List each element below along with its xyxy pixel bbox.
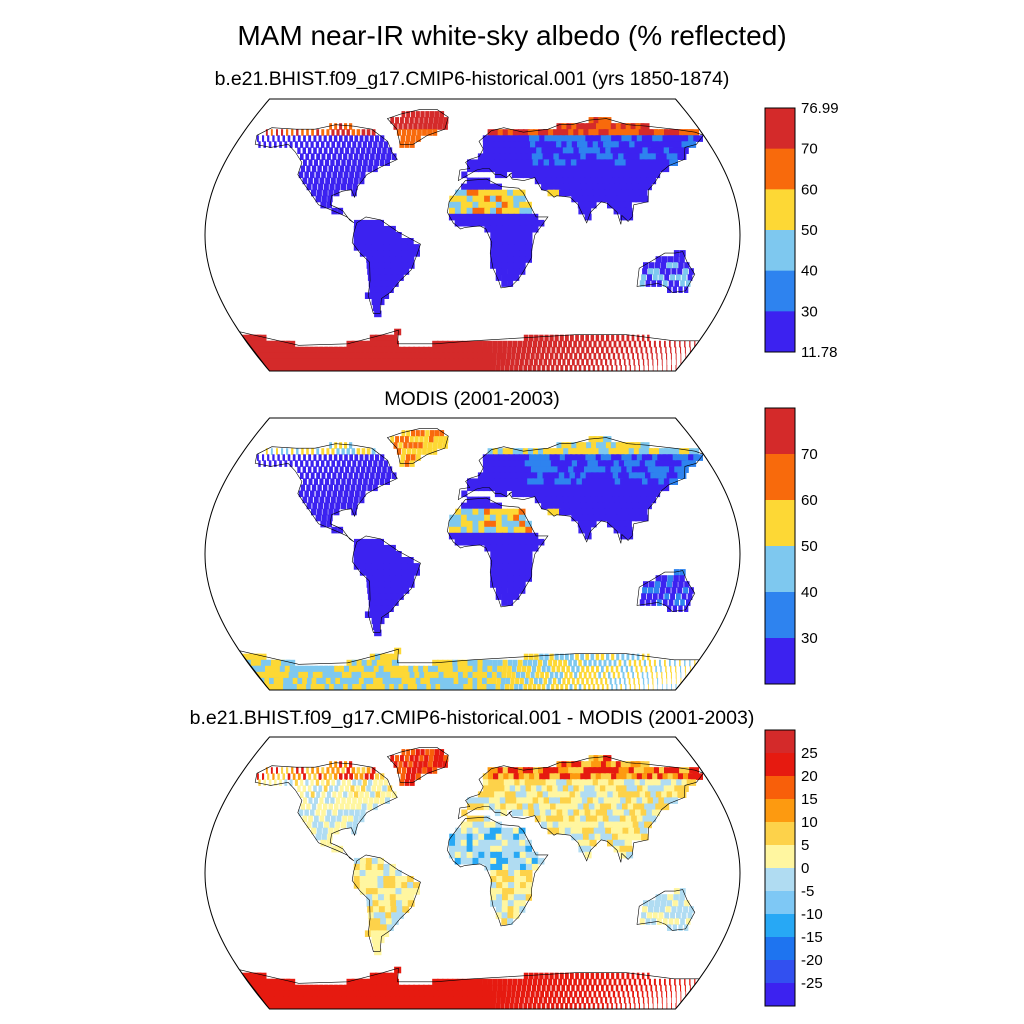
colorbar-tick-label: 40 — [801, 584, 818, 601]
colorbar-swatch — [765, 546, 795, 593]
colorbar-difference: 25 20 15 10 5 0 -5 -10 -15 -20 -25 — [764, 729, 823, 1007]
colorbar-swatch — [765, 983, 795, 1007]
colorbar-swatch — [765, 960, 795, 984]
colorbar-model: 76.99 70 60 50 40 30 11.78 — [764, 100, 839, 361]
panel-title-difference: b.e21.BHIST.f09_g17.CMIP6-historical.001… — [189, 707, 755, 729]
colorbar-swatch — [765, 753, 795, 777]
colorbar-tick-label: 25 — [801, 745, 818, 762]
colorbar-tick-label: 30 — [801, 630, 818, 647]
colorbar-swatch — [765, 891, 795, 915]
colorbar-swatch — [765, 500, 795, 547]
colorbar-swatch — [765, 799, 795, 823]
colorbar-tick-label: 15 — [801, 791, 818, 808]
map-model-albedo — [204, 98, 741, 372]
colorbar-tick-label: -10 — [801, 906, 823, 923]
colorbar-swatch — [765, 108, 795, 150]
colorbar-swatch — [765, 937, 795, 961]
map-difference — [204, 736, 741, 1010]
colorbar-tick-label: 5 — [801, 837, 809, 854]
colorbar-swatch — [765, 311, 795, 353]
colorbar-tick-label: -15 — [801, 929, 823, 946]
colorbar-tick-label: 50 — [801, 222, 818, 239]
colorbar-swatch — [765, 845, 795, 869]
colorbar-swatch — [765, 868, 795, 892]
colorbar-tick-label: -25 — [801, 975, 823, 992]
colorbar-tick-label: 70 — [801, 141, 818, 158]
figure-title: MAM near-IR white-sky albedo (% reflecte… — [237, 20, 787, 51]
colorbar-swatch — [765, 776, 795, 800]
panel-title-model: b.e21.BHIST.f09_g17.CMIP6-historical.001… — [214, 68, 730, 90]
colorbar-tick-label: 30 — [801, 303, 818, 320]
map-modis-albedo — [204, 417, 741, 691]
colorbar-tick-label: 10 — [801, 814, 818, 831]
colorbar-tick-label: 60 — [801, 492, 818, 509]
colorbar-modis: 70 60 50 40 30 — [764, 407, 818, 685]
colorbar-tick-label: -20 — [801, 952, 823, 969]
colorbar-swatch — [765, 270, 795, 312]
colorbar-tick-label: 11.78 — [801, 344, 837, 361]
colorbar-swatch — [765, 592, 795, 639]
colorbar-swatch — [765, 148, 795, 190]
colorbar-tick-label: 40 — [801, 263, 818, 280]
colorbar-swatch — [765, 730, 795, 754]
colorbar-swatch — [765, 230, 795, 272]
colorbar-tick-label: 20 — [801, 768, 818, 785]
colorbar-swatch — [765, 189, 795, 231]
colorbar-tick-label: -5 — [801, 883, 814, 900]
colorbar-tick-label: 0 — [801, 860, 809, 877]
colorbar-swatch — [765, 914, 795, 938]
colorbar-tick-label: 50 — [801, 538, 818, 555]
colorbar-swatch — [765, 454, 795, 501]
colorbar-swatch — [765, 638, 795, 685]
colorbar-tick-label: 76.99 — [801, 100, 839, 117]
colorbar-tick-label: 60 — [801, 181, 818, 198]
colorbar-swatch — [765, 408, 795, 455]
panel-title-modis: MODIS (2001-2003) — [384, 388, 560, 410]
colorbar-tick-label: 70 — [801, 446, 818, 463]
colorbar-swatch — [765, 822, 795, 846]
